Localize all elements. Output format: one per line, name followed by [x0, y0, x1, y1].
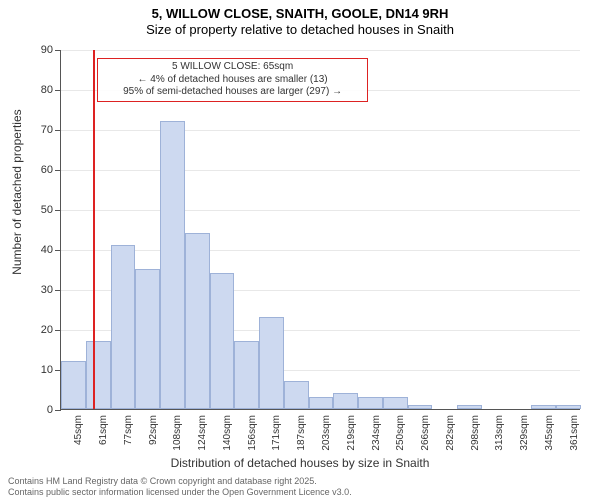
histogram-bar — [61, 361, 86, 409]
x-tick-label: 124sqm — [197, 415, 208, 451]
x-tick-label: 45sqm — [73, 415, 84, 445]
y-tick — [55, 290, 61, 291]
histogram-bar — [135, 269, 160, 409]
gridline — [61, 250, 580, 251]
gridline — [61, 170, 580, 171]
x-tick-label: 361sqm — [569, 415, 580, 451]
y-tick-label: 70 — [41, 124, 53, 136]
x-tick-label: 313sqm — [494, 415, 505, 451]
y-tick — [55, 90, 61, 91]
histogram-bar — [234, 341, 259, 409]
y-tick — [55, 170, 61, 171]
y-tick — [55, 330, 61, 331]
x-tick-label: 345sqm — [544, 415, 555, 451]
x-tick-label: 108sqm — [172, 415, 183, 451]
y-tick-label: 40 — [41, 244, 53, 256]
chart-container: 5, WILLOW CLOSE, SNAITH, GOOLE, DN14 9RH… — [0, 0, 600, 500]
y-tick — [55, 250, 61, 251]
x-tick-label: 92sqm — [148, 415, 159, 445]
footer-line-1: Contains HM Land Registry data © Crown c… — [8, 476, 352, 487]
x-tick-label: 234sqm — [371, 415, 382, 451]
y-tick — [55, 210, 61, 211]
histogram-bar — [408, 405, 433, 409]
y-tick — [55, 410, 61, 411]
annotation-box: 5 WILLOW CLOSE: 65sqm ← 4% of detached h… — [97, 58, 367, 102]
x-tick-label: 156sqm — [247, 415, 258, 451]
histogram-bar — [160, 121, 185, 409]
histogram-bar — [284, 381, 309, 409]
histogram-bar — [358, 397, 383, 409]
y-tick — [55, 50, 61, 51]
histogram-bar — [185, 233, 210, 409]
histogram-bar — [111, 245, 136, 409]
footer-attribution: Contains HM Land Registry data © Crown c… — [8, 476, 352, 498]
histogram-bar — [383, 397, 408, 409]
y-tick-label: 50 — [41, 204, 53, 216]
x-axis-label: Distribution of detached houses by size … — [0, 456, 600, 470]
histogram-bar — [309, 397, 334, 409]
title-sub: Size of property relative to detached ho… — [0, 22, 600, 38]
title-main: 5, WILLOW CLOSE, SNAITH, GOOLE, DN14 9RH — [0, 6, 600, 22]
gridline — [61, 50, 580, 51]
y-tick-label: 0 — [47, 404, 53, 416]
histogram-bar — [531, 405, 556, 409]
x-tick-label: 187sqm — [296, 415, 307, 451]
reference-marker-line — [93, 50, 95, 409]
title-block: 5, WILLOW CLOSE, SNAITH, GOOLE, DN14 9RH… — [0, 0, 600, 37]
histogram-bar — [333, 393, 358, 409]
histogram-bar — [259, 317, 284, 409]
x-tick-label: 140sqm — [222, 415, 233, 451]
y-tick-label: 30 — [41, 284, 53, 296]
y-tick — [55, 130, 61, 131]
x-tick-label: 219sqm — [346, 415, 357, 451]
gridline — [61, 210, 580, 211]
annotation-line-3: 95% of semi-detached houses are larger (… — [102, 86, 362, 99]
y-tick-label: 90 — [41, 44, 53, 56]
x-tick-label: 61sqm — [98, 415, 109, 445]
histogram-bar — [457, 405, 482, 409]
x-tick-label: 329sqm — [519, 415, 530, 451]
plot-area: 010203040506070809045sqm61sqm77sqm92sqm1… — [60, 50, 580, 410]
annotation-line-1: 5 WILLOW CLOSE: 65sqm — [102, 61, 362, 74]
histogram-bar — [210, 273, 235, 409]
x-tick-label: 266sqm — [420, 415, 431, 451]
y-tick-label: 60 — [41, 164, 53, 176]
x-tick-label: 250sqm — [395, 415, 406, 451]
annotation-line-2: ← 4% of detached houses are smaller (13) — [102, 74, 362, 87]
x-tick-label: 77sqm — [123, 415, 134, 445]
y-tick-label: 80 — [41, 84, 53, 96]
histogram-bar — [556, 405, 581, 409]
x-tick-label: 203sqm — [321, 415, 332, 451]
y-tick-label: 20 — [41, 324, 53, 336]
gridline — [61, 130, 580, 131]
x-tick-label: 171sqm — [271, 415, 282, 451]
histogram-bar — [86, 341, 111, 409]
x-tick-label: 298sqm — [470, 415, 481, 451]
y-tick-label: 10 — [41, 364, 53, 376]
x-tick-label: 282sqm — [445, 415, 456, 451]
y-axis-label: Number of detached properties — [10, 109, 24, 274]
footer-line-2: Contains public sector information licen… — [8, 487, 352, 498]
